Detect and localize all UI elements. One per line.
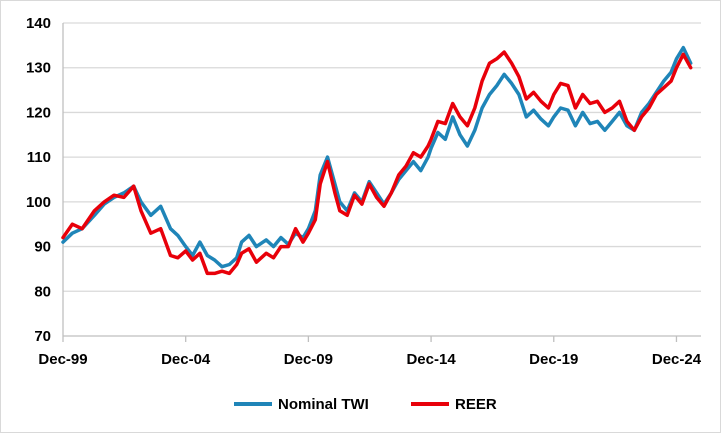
y-tick-label: 120 [26, 104, 51, 121]
series-lines [61, 45, 693, 276]
y-tick-label: 130 [26, 60, 51, 77]
x-tick-label: Dec-99 [38, 351, 87, 368]
y-tick-label: 140 [26, 15, 51, 32]
legend: Nominal TWI REER [234, 396, 497, 413]
x-tick-label: Dec-19 [529, 351, 578, 368]
y-tick-label: 100 [26, 194, 51, 211]
y-tick-label: 110 [27, 149, 51, 166]
axes [62, 23, 701, 342]
x-tick-label: Dec-24 [652, 351, 702, 368]
y-tick-label: 80 [34, 283, 51, 300]
series-line-reer [61, 50, 693, 276]
y-tick-label: 70 [34, 328, 51, 345]
y-tick-label: 90 [34, 239, 51, 256]
x-tick-label: Dec-04 [161, 351, 211, 368]
legend-label: Nominal TWI [278, 396, 369, 413]
y-tick-labels: 70 80 90 100 110 120 130 140 [26, 15, 51, 345]
gridlines [63, 22, 701, 292]
x-tick-labels: Dec-99 Dec-04 Dec-09 Dec-14 Dec-19 Dec-24 [38, 351, 701, 368]
x-tick-label: Dec-09 [284, 351, 333, 368]
legend-label: REER [455, 396, 497, 413]
x-tick-label: Dec-14 [406, 351, 456, 368]
